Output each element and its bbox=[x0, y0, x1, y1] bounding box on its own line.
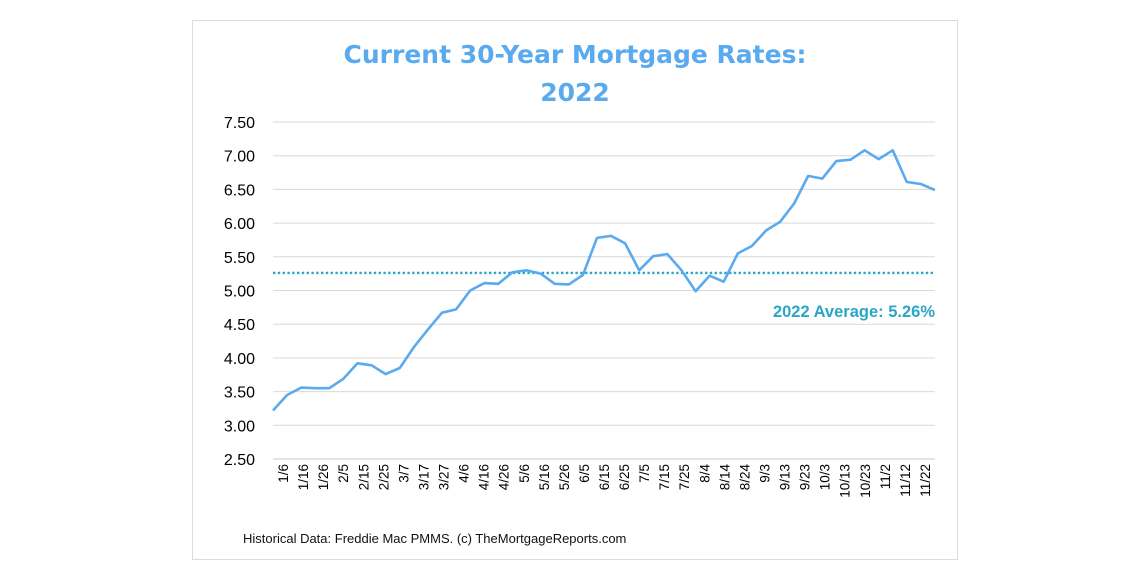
x-tick: 8/4 bbox=[697, 464, 712, 483]
x-tick: 5/16 bbox=[537, 464, 552, 490]
x-tick: 1/6 bbox=[276, 464, 291, 483]
y-tick-label: 7.00 bbox=[224, 149, 255, 166]
x-tick-label: 7/15 bbox=[657, 464, 672, 490]
x-tick: 8/14 bbox=[717, 464, 732, 491]
x-tick: 11/2 bbox=[878, 464, 893, 489]
x-tick: 6/5 bbox=[577, 464, 592, 483]
x-tick: 2/25 bbox=[376, 464, 391, 490]
y-tick-label: 5.50 bbox=[224, 250, 255, 267]
x-tick-label: 4/6 bbox=[457, 464, 472, 483]
y-axis-ticks: 2.50 3.00 3.50 4.00 4.50 5.00 5.50 6.00 6.50 7.00… bbox=[224, 115, 255, 469]
series-line-mortgage-rate bbox=[272, 149, 936, 412]
x-tick: 3/27 bbox=[437, 464, 452, 490]
y-tick-label: 6.50 bbox=[224, 182, 255, 199]
x-tick: 10/3 bbox=[818, 464, 833, 490]
x-tick-label: 5/6 bbox=[517, 464, 532, 483]
x-axis-ticks: 1/6 1/16 1/26 2/5 2/15 2/25 3/7 3/17 3/27 4/6 4/16… bbox=[276, 464, 933, 498]
x-tick: 1/16 bbox=[296, 464, 311, 490]
x-tick-label: 9/23 bbox=[798, 464, 813, 490]
chart-title-line1: Current 30-Year Mortgage Rates: bbox=[344, 40, 807, 69]
x-tick: 2/5 bbox=[336, 464, 351, 483]
x-tick-label: 6/25 bbox=[617, 464, 632, 490]
x-tick-label: 3/27 bbox=[437, 464, 452, 490]
x-tick: 9/13 bbox=[778, 464, 793, 490]
x-tick: 6/15 bbox=[597, 464, 612, 490]
x-tick-label: 11/22 bbox=[918, 464, 933, 497]
y-tick-label: 6.00 bbox=[224, 216, 255, 233]
y-tick-label: 4.00 bbox=[224, 351, 255, 368]
chart-title-line2: 2022 bbox=[540, 78, 610, 107]
y-tick-label: 3.00 bbox=[224, 418, 255, 435]
x-tick-label: 11/12 bbox=[898, 464, 913, 497]
x-tick-label: 1/16 bbox=[296, 464, 311, 490]
y-tick-label: 4.50 bbox=[224, 317, 255, 334]
x-tick-label: 10/3 bbox=[818, 464, 833, 490]
x-tick-label: 5/16 bbox=[537, 464, 552, 490]
y-tick-label: 2.50 bbox=[224, 452, 255, 469]
x-tick-label: 7/5 bbox=[637, 464, 652, 483]
x-tick-label: 1/26 bbox=[316, 464, 331, 490]
y-tick-label: 7.50 bbox=[224, 115, 255, 132]
x-tick: 4/16 bbox=[477, 464, 492, 490]
x-tick-label: 9/3 bbox=[757, 464, 772, 483]
x-tick-label: 11/2 bbox=[878, 464, 893, 489]
x-tick: 7/5 bbox=[637, 464, 652, 483]
x-tick-label: 8/14 bbox=[717, 464, 732, 491]
x-tick: 10/13 bbox=[838, 464, 853, 498]
series-points bbox=[272, 149, 936, 412]
x-tick-label: 1/6 bbox=[276, 464, 291, 483]
x-tick: 5/6 bbox=[517, 464, 532, 483]
gridlines bbox=[273, 121, 935, 426]
y-tick-label: 3.50 bbox=[224, 385, 255, 402]
x-tick: 7/15 bbox=[657, 464, 672, 490]
x-tick: 9/3 bbox=[757, 464, 772, 483]
x-tick-label: 4/26 bbox=[497, 464, 512, 490]
x-tick: 6/25 bbox=[617, 464, 632, 490]
line-chart: Current 30-Year Mortgage Rates: 2022 2.5… bbox=[224, 40, 936, 546]
x-tick: 3/17 bbox=[416, 464, 431, 490]
x-tick-label: 2/15 bbox=[356, 464, 371, 490]
x-tick-label: 5/26 bbox=[557, 464, 572, 490]
x-tick-label: 7/25 bbox=[677, 464, 692, 490]
x-tick: 9/23 bbox=[798, 464, 813, 490]
average-label: 2022 Average: 5.26% bbox=[773, 303, 935, 321]
x-tick: 4/6 bbox=[457, 464, 472, 483]
x-tick-label: 3/7 bbox=[396, 464, 411, 483]
x-tick-label: 6/5 bbox=[577, 464, 592, 483]
x-tick: 1/26 bbox=[316, 464, 331, 490]
x-tick: 8/24 bbox=[737, 464, 752, 491]
source-note: Historical Data: Freddie Mac PMMS. (c) T… bbox=[243, 531, 626, 546]
chart-frame: Current 30-Year Mortgage Rates: 2022 2.5… bbox=[192, 20, 958, 560]
x-tick-label: 8/24 bbox=[737, 464, 752, 491]
x-tick: 11/22 bbox=[918, 464, 933, 497]
y-tick-label: 5.00 bbox=[224, 284, 255, 301]
x-tick-label: 9/13 bbox=[778, 464, 793, 490]
x-tick-label: 10/13 bbox=[838, 464, 853, 498]
x-tick: 3/7 bbox=[396, 464, 411, 483]
x-tick-label: 3/17 bbox=[416, 464, 431, 490]
x-tick: 11/12 bbox=[898, 464, 913, 497]
x-tick: 2/15 bbox=[356, 464, 371, 490]
x-tick-label: 4/16 bbox=[477, 464, 492, 490]
x-tick-label: 10/23 bbox=[858, 464, 873, 498]
x-tick: 4/26 bbox=[497, 464, 512, 490]
x-tick-label: 2/5 bbox=[336, 464, 351, 483]
x-tick: 5/26 bbox=[557, 464, 572, 490]
x-tick: 7/25 bbox=[677, 464, 692, 490]
x-tick-label: 6/15 bbox=[597, 464, 612, 490]
x-tick-label: 8/4 bbox=[697, 464, 712, 483]
x-tick: 10/23 bbox=[858, 464, 873, 498]
x-tick-label: 2/25 bbox=[376, 464, 391, 490]
